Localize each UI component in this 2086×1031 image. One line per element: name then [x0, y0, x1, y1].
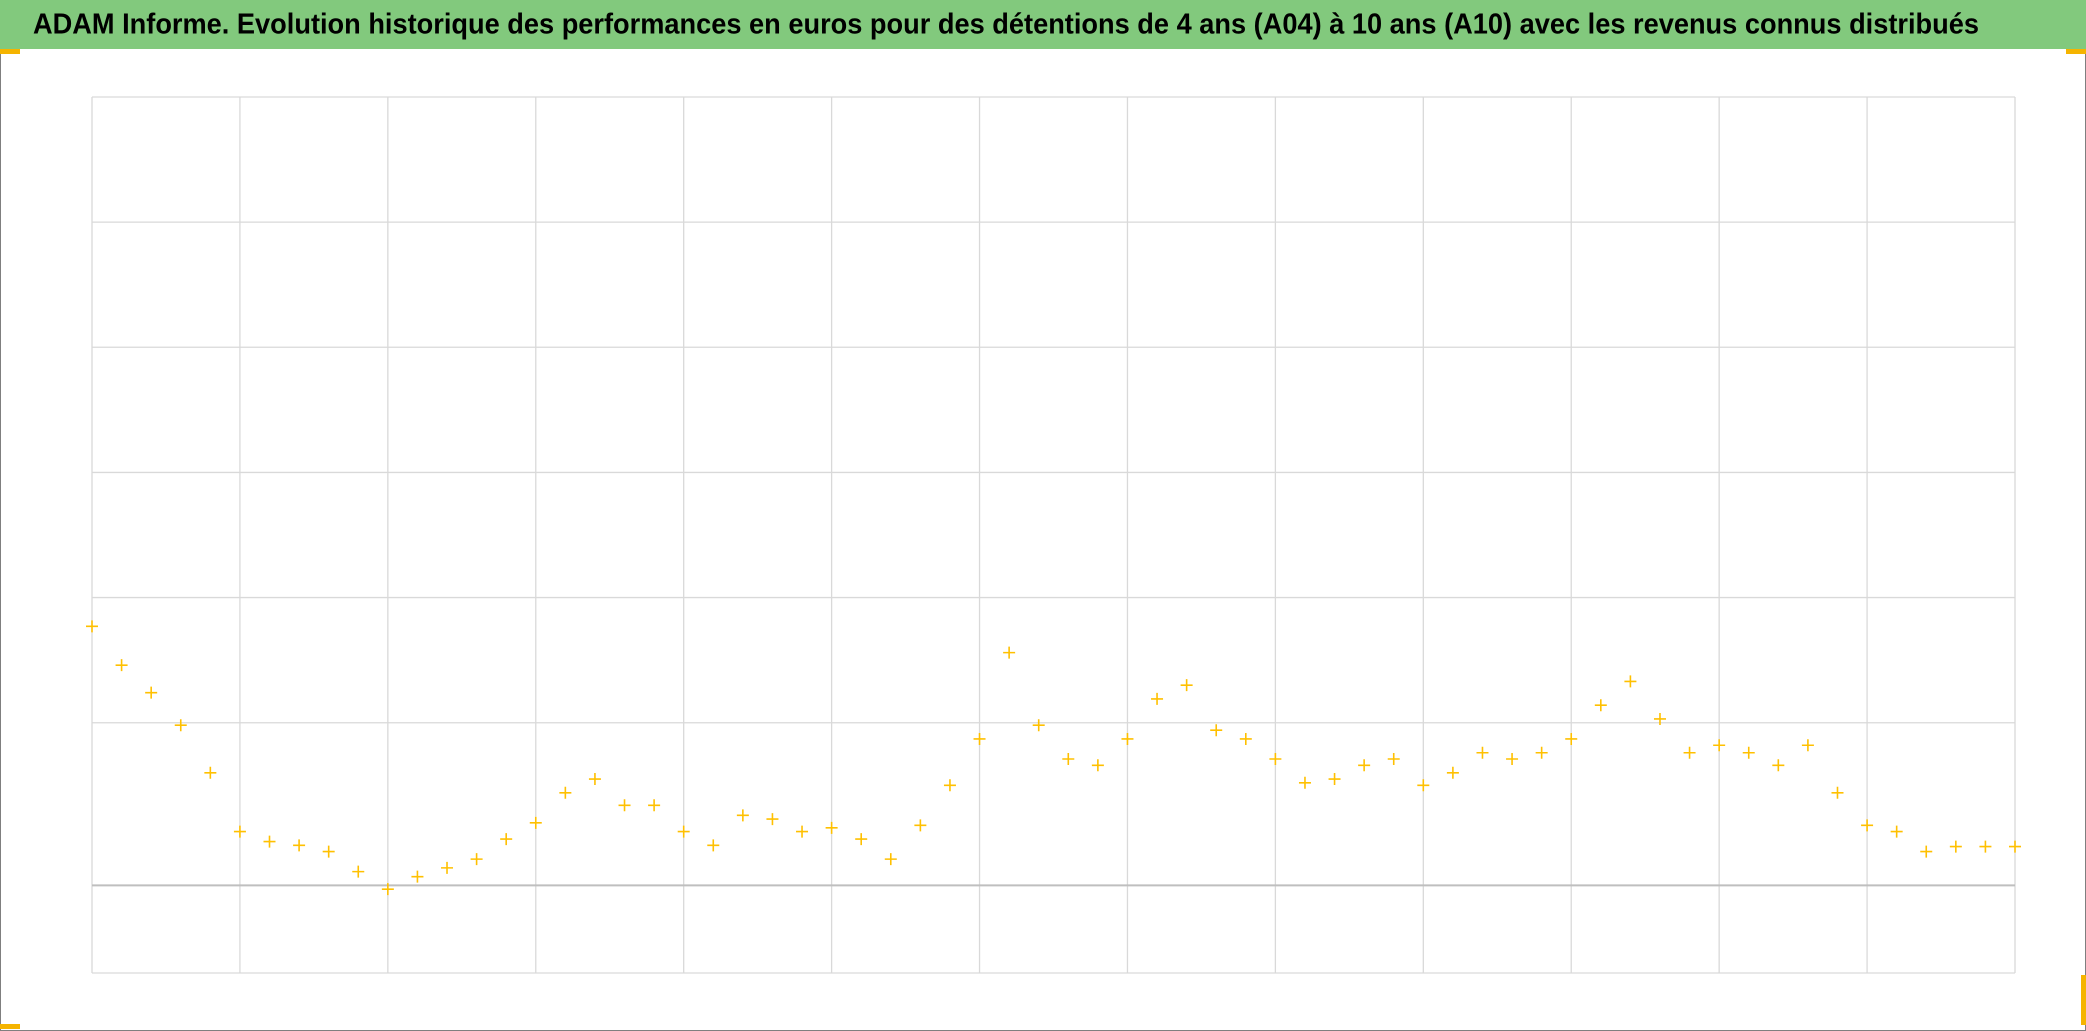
- corner-tab: [0, 49, 20, 54]
- marker: [381, 883, 394, 896]
- marker: [1210, 724, 1223, 737]
- corner-tab: [2081, 975, 2086, 1025]
- corner-tab: [2066, 49, 2086, 54]
- marker: [1624, 675, 1637, 688]
- marker: [1801, 739, 1814, 752]
- marker: [825, 821, 838, 834]
- marker: [559, 786, 572, 799]
- marker: [2009, 840, 2021, 853]
- marker: [1328, 773, 1341, 786]
- marker: [174, 719, 187, 732]
- marker: [1683, 746, 1696, 759]
- marker: [1565, 732, 1578, 745]
- marker: [233, 825, 246, 838]
- marker: [588, 773, 601, 786]
- marker: [86, 620, 98, 633]
- marker: [441, 861, 454, 874]
- marker: [500, 833, 513, 846]
- marker: [1298, 776, 1311, 789]
- chart-title: ADAM Informe. Evolution historique des p…: [33, 9, 1979, 41]
- marker: [1476, 746, 1489, 759]
- marker: [973, 732, 986, 745]
- marker: [1949, 840, 1962, 853]
- marker: [1920, 845, 1933, 858]
- marker: [1417, 779, 1430, 792]
- marker: [1535, 746, 1548, 759]
- marker: [1653, 712, 1666, 725]
- marker: [1032, 719, 1045, 732]
- marker: [796, 825, 809, 838]
- marker: [1979, 840, 1992, 853]
- marker: [1003, 646, 1016, 659]
- marker: [1890, 825, 1903, 838]
- marker: [322, 845, 335, 858]
- marker: [736, 809, 749, 822]
- marker: [855, 833, 868, 846]
- marker: [529, 816, 542, 829]
- marker: [1742, 746, 1755, 759]
- marker: [1180, 679, 1193, 692]
- marker: [352, 865, 365, 878]
- marker: [618, 799, 631, 812]
- marker: [470, 853, 483, 866]
- marker: [766, 813, 779, 826]
- marker: [1506, 753, 1519, 766]
- marker: [1269, 753, 1282, 766]
- marker: [1062, 753, 1075, 766]
- marker: [1151, 692, 1164, 705]
- marker: [1446, 766, 1459, 779]
- marker: [1239, 732, 1252, 745]
- corner-tab: [0, 1024, 20, 1029]
- marker: [1091, 759, 1104, 772]
- marker: [677, 825, 690, 838]
- marker: [1831, 786, 1844, 799]
- marker: [1772, 759, 1785, 772]
- marker: [1121, 732, 1134, 745]
- marker: [263, 835, 276, 848]
- marker: [204, 766, 217, 779]
- marker: [293, 839, 306, 852]
- marker: [1594, 699, 1607, 712]
- marker: [1861, 819, 1874, 832]
- marker: [707, 839, 720, 852]
- marker: [1713, 739, 1726, 752]
- marker: [411, 870, 424, 883]
- title-banner: [0, 0, 2086, 49]
- marker: [884, 853, 897, 866]
- marker: [648, 799, 661, 812]
- marker: [1358, 759, 1371, 772]
- marker: [145, 686, 158, 699]
- marker: [914, 819, 927, 832]
- marker: [115, 659, 128, 672]
- marker: [943, 779, 956, 792]
- marker: [1387, 753, 1400, 766]
